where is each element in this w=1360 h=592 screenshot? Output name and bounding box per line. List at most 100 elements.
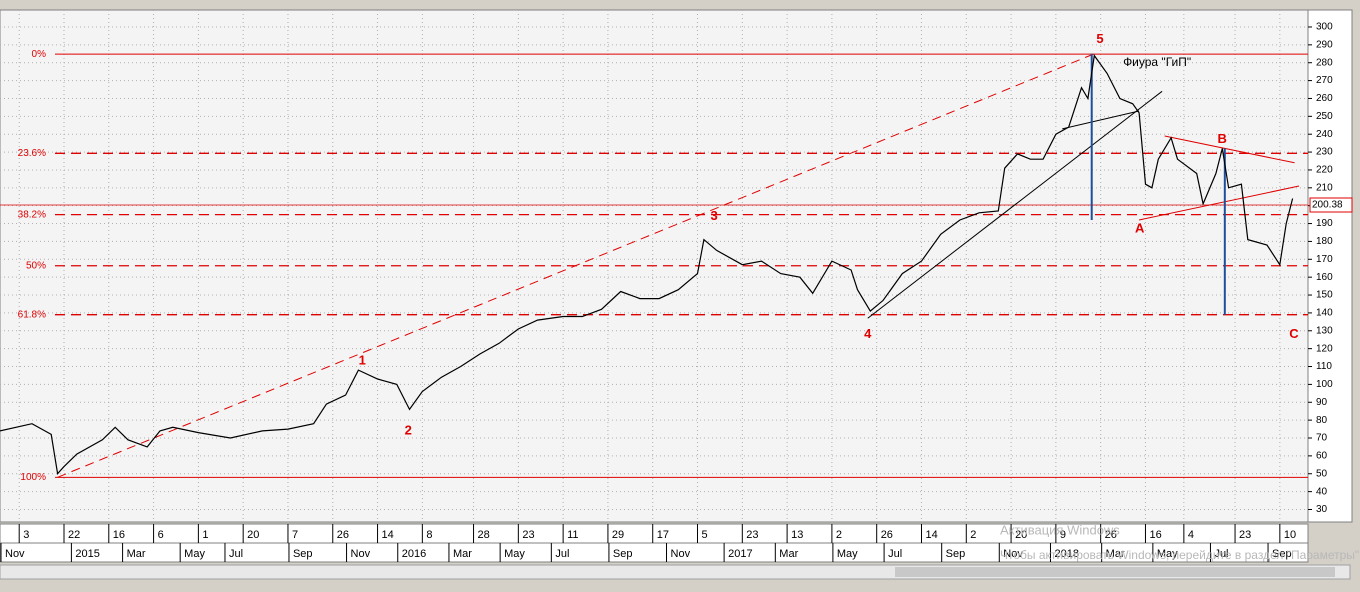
last-price-box <box>1309 197 1353 213</box>
fib-label: 50% <box>26 260 46 271</box>
fib-label: 0% <box>32 49 47 60</box>
y-tick-label: 300 <box>1316 22 1333 33</box>
x-tick-label: 23 <box>522 529 534 541</box>
month-label: Mar <box>453 548 472 560</box>
y-tick-label: 210 <box>1316 182 1333 193</box>
wave-label: A <box>1135 220 1145 235</box>
y-tick-label: 90 <box>1316 397 1328 408</box>
x-tick-label: 11 <box>567 529 578 541</box>
month-label: Jul <box>888 548 902 560</box>
wave-label: C <box>1289 326 1299 341</box>
x-tick-label: 29 <box>612 529 624 541</box>
y-tick-label: 230 <box>1316 147 1333 158</box>
y-tick-label: 110 <box>1316 361 1332 372</box>
y-tick-label: 150 <box>1316 290 1333 301</box>
y-tick-label: 270 <box>1316 75 1333 86</box>
x-tick-label: 22 <box>68 529 80 541</box>
annotation: Фиура "ГиП" <box>1123 55 1191 69</box>
y-tick-label: 130 <box>1316 325 1333 336</box>
x-tick-label: 2 <box>970 529 976 541</box>
x-tick-label: 16 <box>113 529 125 541</box>
month-label: Sep <box>946 548 966 560</box>
x-tick-label: 26 <box>1105 529 1117 541</box>
month-label: May <box>1157 548 1178 560</box>
x-tick-label: 23 <box>746 529 758 541</box>
y-tick-label: 100 <box>1316 379 1333 390</box>
x-tick-label: 26 <box>337 529 349 541</box>
wave-label: 4 <box>864 326 872 341</box>
month-label: Sep <box>293 548 313 560</box>
month-label: Nov <box>351 548 371 560</box>
x-tick-label: 4 <box>1188 529 1194 541</box>
x-tick-label: 1 <box>202 529 208 541</box>
month-label: Jul <box>555 548 569 560</box>
month-label: Nov <box>1003 548 1023 560</box>
x-tick-label: 14 <box>382 529 394 541</box>
month-label: 2018 <box>1054 548 1078 560</box>
y-tick-label: 290 <box>1316 39 1333 50</box>
month-label: Mar <box>1106 548 1125 560</box>
x-tick-label: 23 <box>1239 529 1251 541</box>
trend-line <box>1164 135 1295 164</box>
y-tick-label: 240 <box>1316 129 1333 140</box>
x-tick-label: 20 <box>247 529 259 541</box>
y-tick-label: 50 <box>1316 468 1328 479</box>
x-tick-label: 6 <box>158 529 164 541</box>
y-tick-label: 220 <box>1316 165 1333 176</box>
month-label: May <box>837 548 858 560</box>
y-tick-label: 120 <box>1316 343 1333 354</box>
y-tick-label: 40 <box>1316 486 1328 497</box>
y-tick-label: 80 <box>1316 415 1328 426</box>
month-label: 2015 <box>75 548 99 560</box>
last-price-label: 200.38 <box>1312 200 1343 211</box>
y-tick-label: 160 <box>1316 272 1333 283</box>
month-label: Nov <box>671 548 691 560</box>
x-tick-label: 17 <box>657 529 669 541</box>
x-tick-label: 13 <box>791 529 803 541</box>
wave-label: 3 <box>711 208 718 223</box>
month-label: 2017 <box>728 548 752 560</box>
fib-label: 23.6% <box>18 148 46 159</box>
fib-label: 61.8% <box>18 309 46 320</box>
y-tick-label: 170 <box>1316 254 1333 265</box>
y-axis-panel <box>1307 9 1353 523</box>
x-tick-label: 20 <box>1015 529 1027 541</box>
x-tick-label: 26 <box>881 529 893 541</box>
y-tick-label: 30 <box>1316 504 1328 515</box>
trend-line <box>57 53 1095 478</box>
y-tick-label: 60 <box>1316 451 1328 462</box>
scroll-thumb[interactable] <box>895 567 1335 577</box>
month-label: Mar <box>779 548 798 560</box>
month-label: Nov <box>5 548 25 560</box>
wave-label: B <box>1218 131 1227 146</box>
wave-label: 1 <box>359 353 366 368</box>
x-tick-label: 5 <box>702 529 708 541</box>
trend-line <box>1062 110 1140 130</box>
y-tick-label: 250 <box>1316 111 1333 122</box>
month-label: May <box>504 548 525 560</box>
month-label: Mar <box>127 548 146 560</box>
month-label: Sep <box>1272 548 1292 560</box>
y-tick-label: 140 <box>1316 308 1333 319</box>
month-label: Jul <box>229 548 243 560</box>
trend-line <box>1138 185 1300 221</box>
x-tick-label: 28 <box>478 529 490 541</box>
wave-label: 5 <box>1096 31 1103 46</box>
y-tick-label: 70 <box>1316 433 1328 444</box>
month-label: 2016 <box>402 548 426 560</box>
x-tick-label: 16 <box>1149 529 1161 541</box>
x-tick-label: 3 <box>23 529 29 541</box>
x-tick-label: 2 <box>836 529 842 541</box>
month-label: Sep <box>613 548 633 560</box>
month-label: May <box>184 548 205 560</box>
fib-label: 38.2% <box>18 209 46 220</box>
x-tick-label: 8 <box>426 529 432 541</box>
x-tick-label: 9 <box>1060 529 1066 541</box>
wave-label: 2 <box>405 422 412 437</box>
trend-line <box>867 90 1163 319</box>
x-tick-label: 14 <box>925 529 937 541</box>
y-tick-label: 260 <box>1316 93 1333 104</box>
fib-label: 100% <box>20 472 46 483</box>
x-tick-label: 10 <box>1284 529 1296 541</box>
